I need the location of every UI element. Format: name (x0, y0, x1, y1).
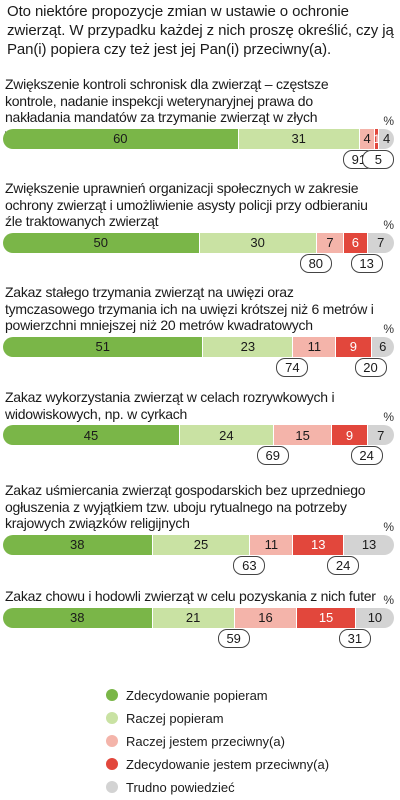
oppose-total-badge: 31 (338, 628, 371, 648)
percent-unit: % (383, 592, 394, 607)
bar-segment: 51 (3, 336, 203, 357)
legend-item: Zdecydowanie popieram (106, 685, 329, 705)
bar-segment: 9 (335, 336, 371, 357)
legend-label: Trudno powiedzieć (126, 779, 235, 795)
question-title: Zakaz stałego trzymania zwierząt na uwię… (5, 284, 374, 333)
percent-unit: % (383, 217, 394, 232)
percent-unit: % (383, 113, 394, 128)
support-total-badge: 69 (256, 446, 289, 465)
question-title: Zakaz chowu i hodowli zwierząt w celu po… (5, 588, 376, 604)
legend-swatch (106, 689, 118, 701)
legend-swatch (106, 735, 118, 747)
legend-swatch (106, 758, 118, 770)
oppose-total-badge: 24 (327, 555, 360, 575)
legend-swatch (106, 712, 118, 724)
bar-segment: 6 (370, 336, 394, 357)
bar-segment: 13 (343, 534, 394, 555)
bar-segment: 21 (151, 607, 234, 628)
question-title: Zwiększenie uprawnień organizacji społec… (5, 180, 368, 229)
intro-text: Oto niektóre propozycje zmian w ustawie … (7, 3, 394, 58)
bar-segment: 50 (3, 232, 199, 253)
bar-segment: 4 (378, 128, 394, 149)
stacked-bar: 51 23 11 9 6 (3, 336, 394, 357)
bar-segment: 15 (296, 607, 355, 628)
legend-swatch (106, 781, 118, 793)
stacked-bar: 38 21 16 15 10 (3, 607, 394, 628)
oppose-total-badge: 24 (350, 446, 383, 465)
bar-segment: 31 (237, 128, 359, 149)
bar-segment: 24 (178, 425, 273, 445)
support-total-badge: 80 (299, 253, 332, 273)
legend-label: Zdecydowanie jestem przeciwny(a) (126, 756, 330, 772)
question-title: Zakaz wykorzystania zwierząt w celach ro… (5, 389, 335, 422)
bar-segment: 38 (3, 534, 152, 555)
bar-segment: 11 (292, 336, 336, 357)
stacked-bar: 45 24 15 9 7 (3, 425, 394, 445)
bar-segment: 11 (249, 534, 293, 555)
bar-segment: 15 (272, 425, 332, 445)
oppose-total-badge: 13 (350, 253, 383, 273)
bar-segment: 6 (343, 232, 367, 253)
bar-segment: 38 (3, 607, 152, 628)
bar-segment: 10 (354, 607, 394, 628)
bar-segment: 45 (3, 425, 179, 445)
bar-segment: 7 (366, 232, 394, 253)
legend-item: Trudno powiedzieć (106, 777, 329, 797)
legend-item: Raczej popieram (106, 708, 329, 728)
legend: Zdecydowanie popieram Raczej popieram Ra… (106, 685, 329, 800)
support-total-badge: 63 (233, 555, 266, 575)
bar-segment: 1 (374, 128, 380, 149)
bar-segment: 7 (366, 425, 394, 445)
bar-segment: 25 (151, 534, 250, 555)
bar-segment: 7 (315, 232, 344, 253)
bar-segment: 30 (198, 232, 316, 253)
oppose-total-badge: 5 (362, 149, 395, 169)
support-total-badge: 59 (217, 628, 250, 648)
bar-segment: 13 (292, 534, 344, 555)
bar-segment: 16 (233, 607, 297, 628)
stacked-bar: 38 25 11 13 13 (3, 534, 394, 555)
question-title: Zakaz uśmiercania zwierząt gospodarskich… (5, 482, 366, 531)
stacked-bar: 50 30 7 6 7 (3, 232, 394, 253)
bar-segment: 60 (3, 128, 238, 149)
bar-segment: 4 (358, 128, 375, 149)
percent-unit: % (383, 321, 394, 336)
percent-unit: % (383, 410, 394, 424)
bar-segment: 23 (202, 336, 293, 357)
oppose-total-badge: 20 (354, 357, 387, 377)
legend-label: Zdecydowanie popieram (126, 687, 268, 703)
legend-item: Zdecydowanie jestem przeciwny(a) (106, 754, 329, 774)
percent-unit: % (383, 519, 394, 534)
legend-label: Raczej popieram (126, 710, 224, 726)
support-total-badge: 74 (276, 357, 309, 377)
legend-label: Raczej jestem przeciwny(a) (126, 733, 285, 749)
stacked-bar: 60 31 4 1 4 (3, 128, 394, 149)
legend-item: Raczej jestem przeciwny(a) (106, 731, 329, 751)
bar-segment: 9 (331, 425, 367, 445)
